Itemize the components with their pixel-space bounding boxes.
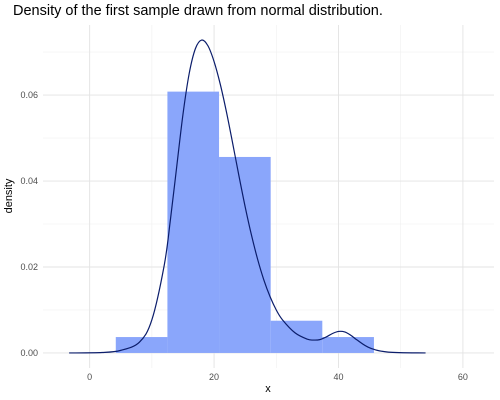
y-tick-label: 0.06 — [20, 90, 38, 100]
histogram-bar — [219, 156, 271, 353]
histogram-bar — [115, 337, 168, 353]
y-tick-label: 0.02 — [20, 262, 38, 272]
chart-title: Density of the first sample drawn from n… — [13, 3, 383, 19]
x-tick-label: 40 — [333, 372, 343, 382]
density-curve-layer — [69, 39, 426, 354]
x-axis-ticks: 0 20 40 60 — [87, 372, 468, 382]
y-tick-label: 0.00 — [20, 348, 38, 358]
x-axis-label: x — [265, 383, 271, 395]
x-tick-label: 0 — [87, 372, 92, 382]
y-tick-label: 0.04 — [20, 176, 38, 186]
histogram-bar — [167, 91, 220, 353]
density-curve — [69, 39, 426, 354]
x-tick-label: 60 — [458, 372, 468, 382]
histogram-bar — [270, 320, 323, 353]
y-axis-ticks: 0.00 0.02 0.04 0.06 — [20, 90, 38, 358]
histogram-bars — [115, 91, 374, 353]
histogram-bar — [322, 337, 374, 353]
x-tick-label: 20 — [209, 372, 219, 382]
y-axis-label: density — [3, 178, 15, 213]
